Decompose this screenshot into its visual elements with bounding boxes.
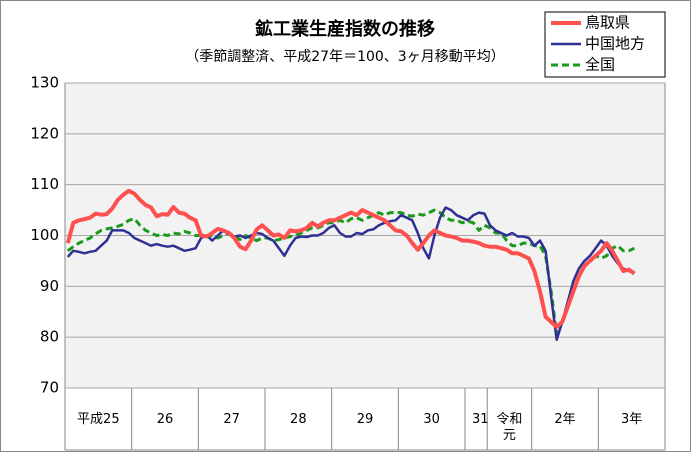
y-tick-label: 110 <box>30 175 59 193</box>
series-line <box>66 208 636 337</box>
y-tick-label: 70 <box>40 379 59 397</box>
series-line <box>66 206 635 341</box>
y-tick-label: 100 <box>30 226 59 244</box>
x-group-label: 26 <box>156 412 174 427</box>
x-group-label: 2年 <box>554 412 576 427</box>
x-group-label: 29 <box>356 412 374 427</box>
chart-title: 鉱工業生産指数の推移 <box>255 18 435 40</box>
chart-subtitle: （季節調整済、平成27年＝100、3ヶ月移動平均） <box>185 48 504 65</box>
y-tick-label: 80 <box>40 328 59 346</box>
x-group-label: 平成25 <box>77 412 120 427</box>
y-tick-label: 120 <box>30 124 59 142</box>
x-group-label: 令和元 <box>496 412 523 443</box>
series-line <box>65 188 636 329</box>
y-tick-label: 90 <box>40 277 59 295</box>
x-group-label: 3年 <box>621 412 643 427</box>
x-group-label: 27 <box>223 412 240 427</box>
x-group-label: 28 <box>290 412 307 427</box>
x-group-label: 31 <box>472 412 489 428</box>
legend-label: 鳥取県 <box>585 14 630 32</box>
y-tick-label: 130 <box>30 74 59 92</box>
x-group-label: 30 <box>423 412 440 427</box>
legend-label: 全国 <box>585 56 615 74</box>
legend-label: 中国地方 <box>585 35 645 53</box>
